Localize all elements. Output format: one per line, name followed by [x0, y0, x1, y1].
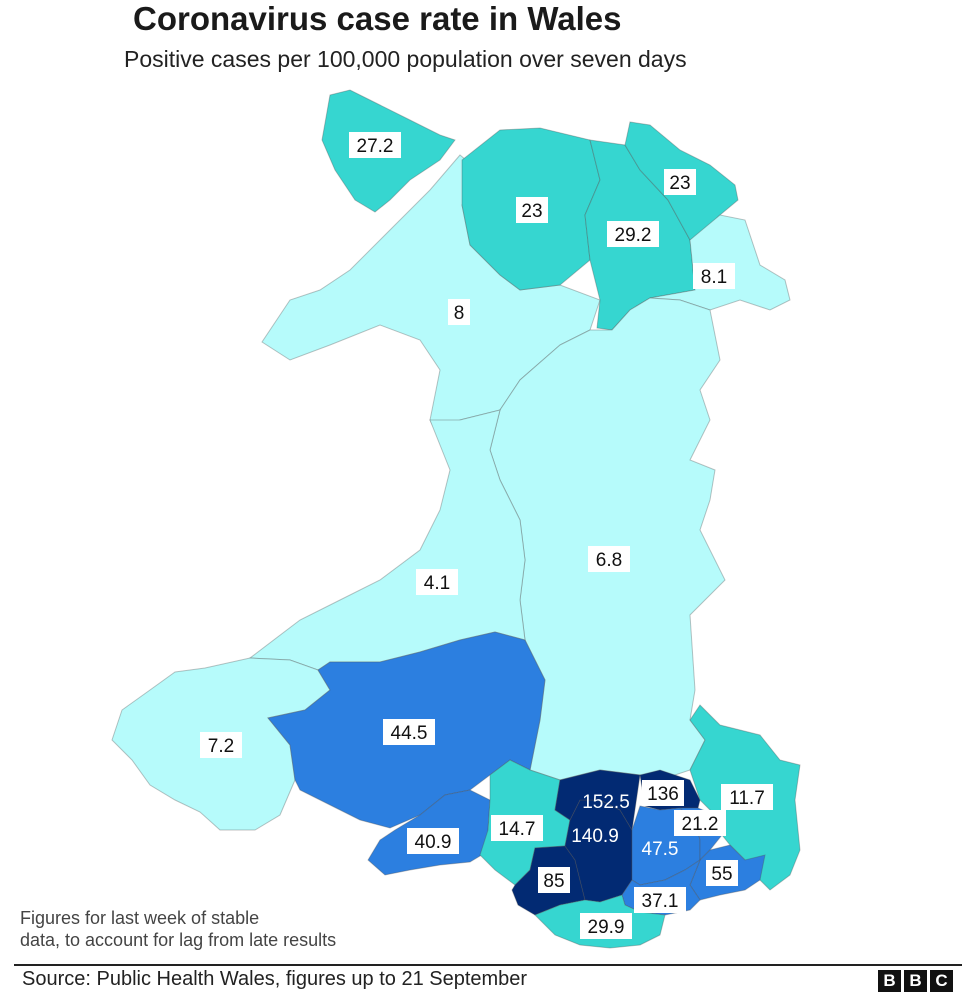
area-value: 140.9	[571, 826, 619, 847]
label-box	[349, 132, 401, 158]
area-label-pembrokeshire: 7.2	[200, 732, 242, 758]
area-value: 55	[711, 864, 732, 885]
area-value: 8	[454, 303, 465, 324]
area-value: 29.2	[615, 225, 652, 246]
area-label-merthyr-tydfil: 152.5	[582, 792, 630, 813]
area-label-bridgend: 85	[538, 867, 570, 893]
area-label-ceredigion: 4.1	[416, 569, 458, 595]
label-box	[383, 719, 435, 745]
label-box	[588, 546, 630, 572]
area-value: 136	[647, 784, 679, 805]
area-ceredigion	[248, 409, 526, 671]
label-box	[642, 780, 684, 806]
logo-letter: B	[904, 970, 927, 992]
area-label-cardiff: 37.1	[634, 887, 686, 913]
footnote-line-1: Figures for last week of stable	[20, 908, 260, 928]
label-box	[674, 810, 726, 836]
label-box	[664, 169, 696, 195]
area-value: 85	[543, 871, 564, 892]
area-value: 11.7	[729, 788, 765, 809]
area-value: 44.5	[391, 723, 428, 744]
area-label-flintshire: 23	[664, 169, 696, 195]
label-box	[407, 828, 459, 854]
area-label-swansea: 40.9	[407, 828, 459, 854]
logo-letter: C	[930, 970, 953, 992]
area-value: 21.2	[682, 814, 719, 835]
area-label-blaenau-gwent: 136	[642, 780, 684, 806]
label-box	[416, 569, 458, 595]
area-label-neath-port-talbot: 14.7	[491, 815, 543, 841]
chart-subtitle: Positive cases per 100,000 population ov…	[124, 46, 687, 72]
area-label-monmouthshire: 11.7	[721, 784, 773, 810]
label-box	[538, 867, 570, 893]
footnote-line-2: data, to account for lag from late resul…	[20, 930, 337, 950]
area-value: 4.1	[424, 573, 450, 594]
area-value: 6.8	[596, 550, 622, 571]
area-label-powys: 6.8	[588, 546, 630, 572]
area-label-gwynedd: 8	[448, 299, 470, 325]
area-label-torfaen: 21.2	[674, 810, 726, 836]
area-value: 37.1	[642, 891, 679, 912]
footnote: Figures for last week of stable data, to…	[20, 907, 336, 951]
label-box	[693, 263, 735, 289]
label-box	[516, 197, 548, 223]
area-label-anglesey: 27.2	[349, 132, 401, 158]
area-value: 23	[521, 201, 542, 222]
logo-letter: B	[878, 970, 901, 992]
area-label-caerphilly: 47.5	[642, 839, 679, 860]
area-label-vale-of-glamorgan: 29.9	[580, 913, 632, 939]
source-text: Source: Public Health Wales, figures up …	[22, 968, 528, 990]
label-box	[607, 221, 659, 247]
label-box	[634, 887, 686, 913]
area-value: 47.5	[642, 839, 679, 860]
area-value: 14.7	[499, 819, 536, 840]
label-box	[491, 815, 543, 841]
area-value: 23	[669, 173, 690, 194]
area-value: 29.9	[588, 917, 625, 938]
divider	[14, 964, 962, 966]
area-label-newport: 55	[706, 860, 738, 886]
area-value: 27.2	[357, 136, 394, 157]
label-box	[721, 784, 773, 810]
chart-title: Coronavirus case rate in Wales	[133, 0, 622, 37]
label-box	[706, 860, 738, 886]
area-value: 8.1	[701, 267, 727, 288]
area-label-carmarthenshire: 44.5	[383, 719, 435, 745]
label-box	[200, 732, 242, 758]
area-label-denbighshire: 29.2	[607, 221, 659, 247]
area-label-conwy: 23	[516, 197, 548, 223]
area-value: 7.2	[208, 736, 234, 757]
area-value: 152.5	[582, 792, 630, 813]
area-label-rhondda-cynon-taf: 140.9	[571, 826, 619, 847]
area-label-wrexham: 8.1	[693, 263, 735, 289]
area-merthyr-tydfil	[554, 769, 641, 832]
label-box	[448, 299, 470, 325]
bbc-logo: B B C	[878, 970, 953, 992]
label-box	[580, 913, 632, 939]
area-value: 40.9	[415, 832, 452, 853]
